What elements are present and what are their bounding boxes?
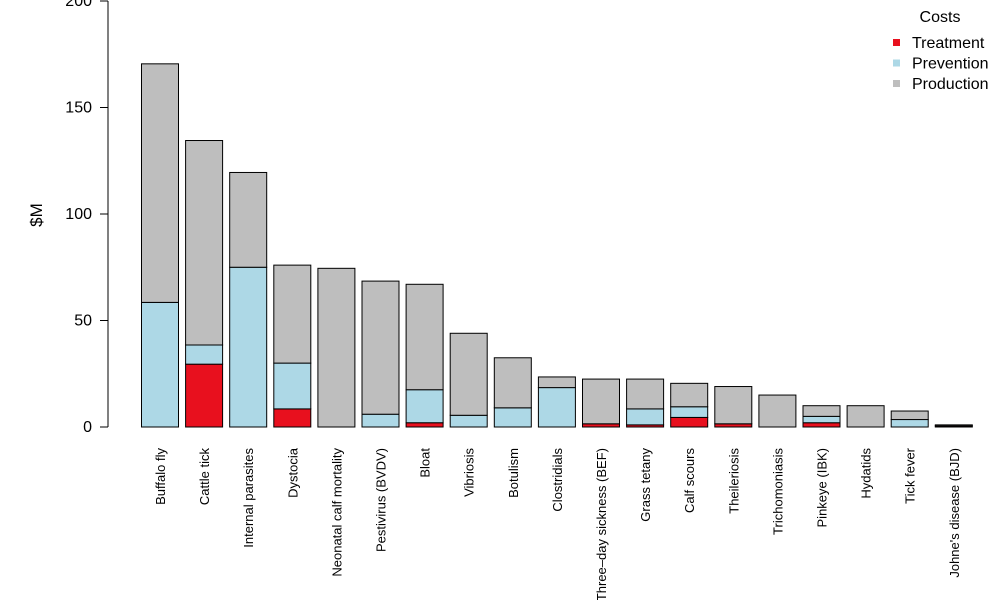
bar-segment-production [273, 264, 312, 364]
x-category-label: Trichomoniasis [770, 448, 785, 535]
bar-segment-treatment [405, 422, 444, 428]
x-category-label: Clostridials [550, 448, 565, 512]
bar-segment-prevention [273, 362, 312, 410]
x-axis-labels: Buffalo fly Cattle tick Internal parasites… [153, 447, 962, 600]
bar-segment-production [493, 357, 532, 409]
bar-segment-production [361, 280, 400, 415]
bar-segment-production [185, 140, 224, 346]
x-category-label: Botulism [506, 448, 521, 498]
x-category-label: Pinkeye (IBK) [815, 448, 830, 527]
bar-segment-prevention [802, 415, 841, 424]
bar-segment-prevention [185, 344, 224, 365]
bar-segment-production [141, 63, 179, 303]
bar-segment-prevention [537, 387, 576, 428]
x-category-label: Johne's disease (BJD) [947, 448, 962, 578]
x-category-label: Tick fever [903, 447, 918, 504]
y-tick-label: 0 [83, 419, 92, 436]
legend-swatch-treatment [893, 39, 900, 46]
bar-segment-prevention [449, 414, 488, 428]
bar-segment-prevention [626, 408, 665, 426]
bar-segment-production [934, 424, 973, 427]
x-category-label: Calf scours [682, 448, 697, 514]
bar-segment-prevention [361, 413, 400, 428]
x-category-label: Internal parasites [241, 448, 256, 548]
bar-segment-production [846, 405, 885, 428]
bar-segment-production [670, 382, 709, 408]
bar-segment-production [537, 376, 576, 389]
bar-segment-production [229, 171, 268, 268]
y-tick-label: 100 [65, 206, 92, 223]
bar-segment-treatment [802, 422, 841, 428]
legend-swatch-prevention [893, 59, 900, 67]
bar-segment-prevention [405, 389, 444, 424]
x-category-label: Dystocia [285, 447, 300, 498]
x-category-label: Vibriosis [462, 448, 477, 497]
x-category-label: Pestivirus (BVDV) [374, 448, 389, 552]
x-category-label: Bloat [418, 448, 433, 478]
bar-segment-production [802, 405, 841, 417]
bar-segment-production [714, 386, 753, 425]
bars [141, 63, 973, 428]
bar-segment-prevention [141, 301, 179, 428]
x-category-label: Hydatids [859, 448, 874, 499]
x-category-label: Three–day sickness (BEF) [594, 448, 609, 600]
legend-title: Costs [920, 9, 961, 26]
bar-segment-treatment [273, 408, 312, 428]
y-axis-title: $M [27, 203, 46, 227]
legend-item-treatment: Treatment [912, 35, 985, 52]
bar-segment-production [317, 267, 356, 428]
bar-segment-prevention [890, 419, 929, 428]
bar-segment-production [890, 410, 929, 421]
bar-segment-production [582, 378, 620, 425]
bar-segment-prevention [229, 266, 268, 428]
legend-item-production: Production [912, 76, 989, 93]
legend-swatch-production [893, 80, 900, 87]
x-category-label: Buffalo fly [153, 448, 168, 505]
y-tick-label: 50 [74, 313, 92, 330]
x-category-label: Neonatal calf mortality [329, 448, 344, 577]
bar-segment-treatment [670, 416, 709, 428]
bar-segment-prevention [670, 406, 709, 418]
bar-segment-treatment [185, 363, 224, 428]
legend-item-prevention: Prevention [912, 56, 989, 73]
x-category-label: Theileriosis [726, 448, 741, 514]
bar-segment-prevention [493, 407, 532, 428]
x-category-label: Grass tetany [638, 448, 653, 522]
bar-segment-production [405, 283, 444, 391]
bar-segment-production [758, 394, 797, 428]
y-tick-label: 200 [65, 0, 92, 10]
x-category-label: Cattle tick [197, 448, 212, 506]
legend: Costs Treatment Prevention Production [893, 9, 989, 93]
bar-segment-production [626, 378, 665, 410]
bar-segment-production [449, 332, 488, 416]
y-axis: 0 50 100 150 200 [65, 0, 109, 436]
y-tick-label: 150 [65, 100, 92, 117]
